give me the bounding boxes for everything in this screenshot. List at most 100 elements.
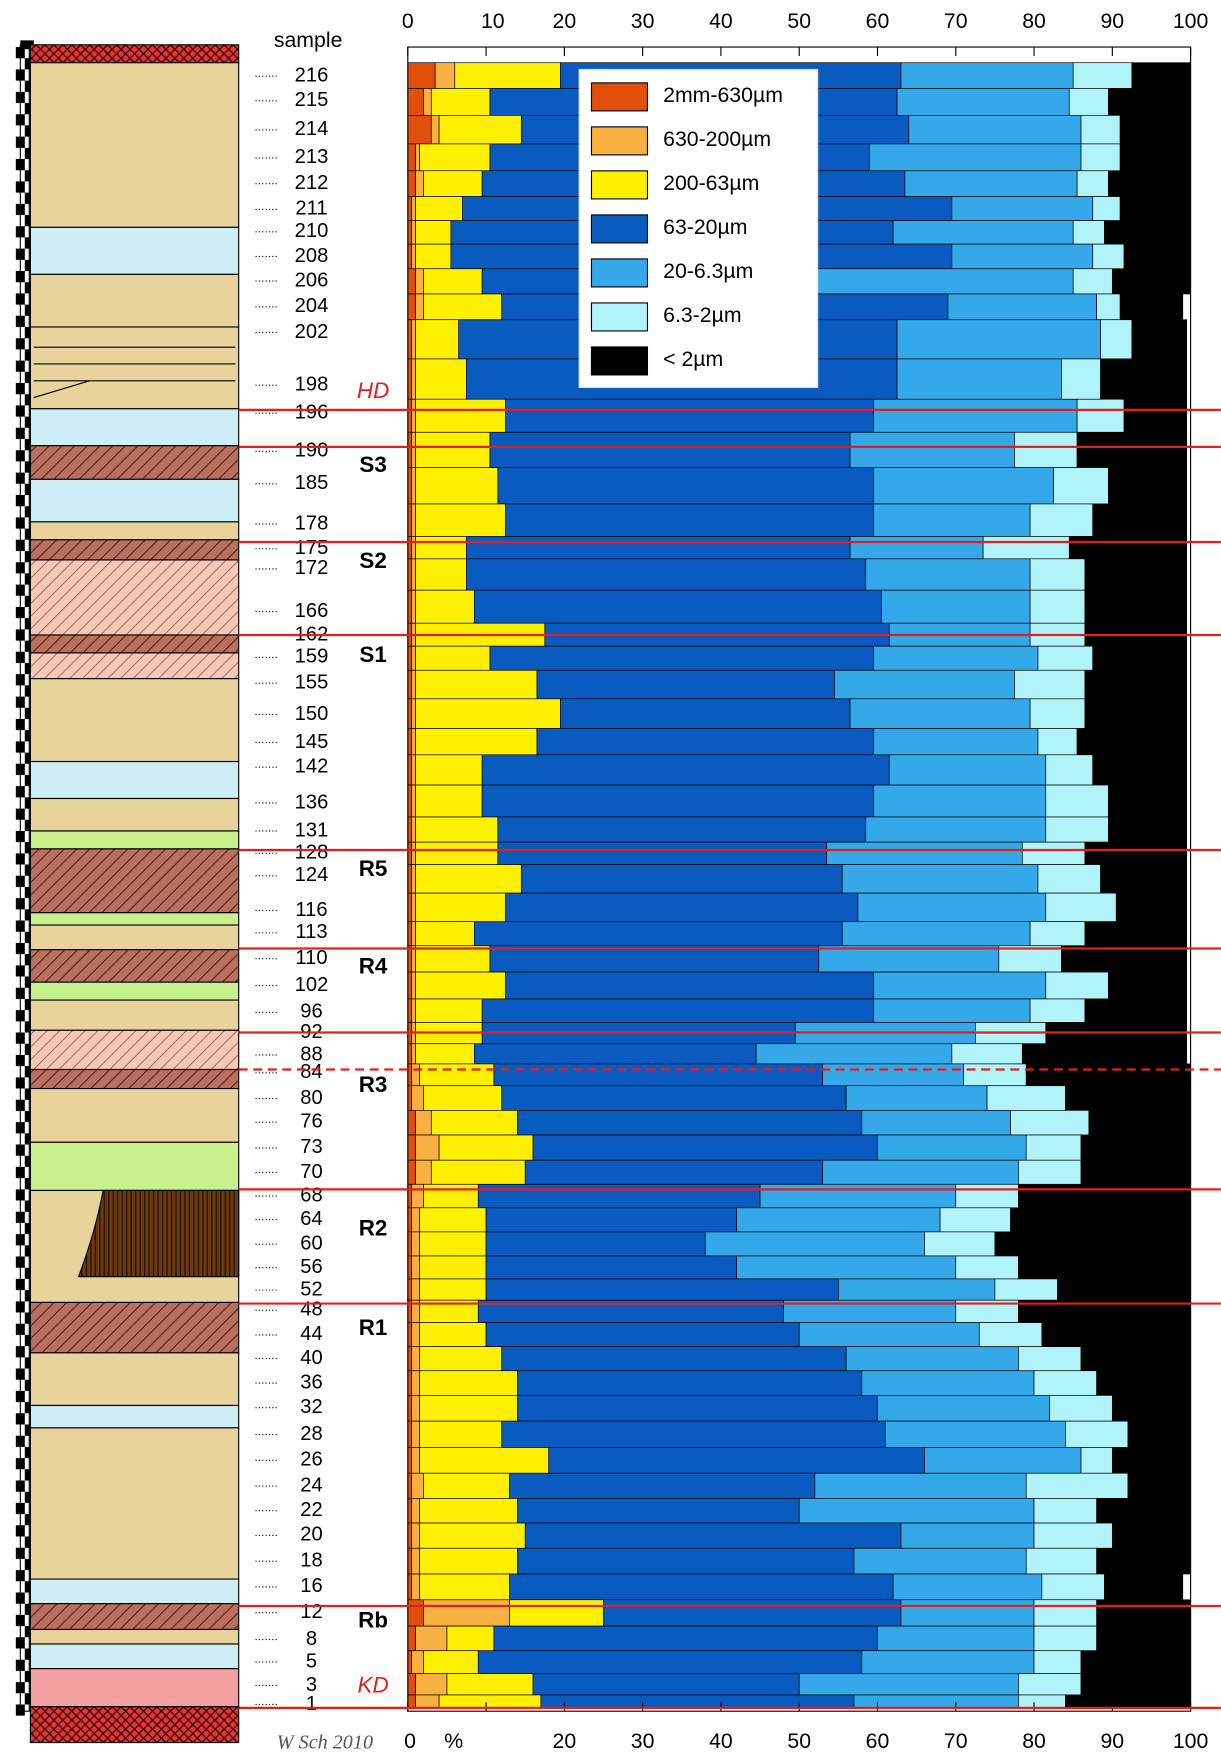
bar-segment [411,698,416,729]
legend-label: 20-6.3µm [663,259,753,283]
sample-label: 116 [295,899,327,921]
bar-segment [982,536,1070,560]
bar-segment [411,1346,420,1372]
bar-segment [419,1063,495,1087]
bar-segment [407,536,413,560]
bar-segment [1127,1472,1191,1499]
bar-segment [411,1183,424,1209]
bar-segment [407,945,413,973]
bar-segment [430,1110,518,1136]
sample-label: 12 [300,1601,322,1623]
sample-label: 36 [300,1371,322,1393]
bar-segment [1131,319,1188,360]
bar-segment [548,1447,925,1474]
bar-segment [1072,268,1113,295]
bar-segment [407,143,416,172]
bar-segment [411,645,416,671]
bar-segment [419,1420,503,1448]
bar-segment [1029,998,1086,1023]
bar-segment [411,589,416,624]
bar-segment [415,1043,475,1065]
sample-label: 76 [300,1110,322,1132]
bar-segment [798,1322,980,1348]
sample-label: 196 [295,402,329,424]
bar-segment [822,1063,964,1087]
sample-label: 24 [300,1474,322,1496]
sample-label: 142 [295,755,329,777]
bar-segment [430,115,440,145]
bar-segment [1061,945,1188,973]
bar-segment [798,1673,1019,1696]
legend-swatch [590,126,649,156]
bar-segment [411,196,416,221]
bar-segment [423,1183,479,1209]
bar-segment [560,698,851,729]
bar-segment [1096,1370,1191,1396]
bar-segment [411,319,416,360]
x-tick-label-top: 20 [553,9,577,33]
bar-segment [415,816,499,843]
bar-segment [873,398,1078,433]
bar-segment [407,196,413,221]
bar-segment [407,892,413,923]
bar-segment [1033,1650,1082,1675]
legend-label: < 2µm [663,347,723,371]
x-tick-label-bottom: 70 [944,1729,968,1753]
x-tick-label-top: 90 [1100,9,1124,33]
bar-segment [411,398,416,433]
bar-segment [841,864,1039,894]
bar-segment [1065,1085,1191,1111]
sample-label: 96 [300,1001,322,1023]
bar-segment [419,1395,518,1422]
bar-segment [415,196,463,221]
bar-segment [1111,268,1191,295]
bar-segment [1080,1134,1191,1161]
bar-segment [892,1573,1043,1601]
bar-segment [1127,1420,1191,1448]
bar-segment [1041,1573,1105,1601]
bar-segment [877,1134,1027,1161]
x-unit: % [444,1729,463,1753]
unit-label: Rb [358,1608,388,1633]
bar-segment [423,170,483,197]
bar-segment [501,1420,886,1448]
bar-segment [951,196,1094,221]
bar-segment [411,864,416,894]
bar-segment [419,1447,550,1474]
bar-segment [411,841,416,865]
bar-segment [411,243,416,270]
sample-label: 131 [295,819,329,841]
bar-segment [446,1673,534,1696]
sample-label: 124 [295,864,329,886]
sample-label: 60 [300,1233,322,1255]
bar-segment [1029,558,1086,591]
sample-label: 175 [295,537,329,559]
bar-segment [536,669,835,700]
bar-segment [1076,170,1109,197]
sample-label: 136 [295,791,329,813]
bar-segment [415,864,522,894]
bar-segment [415,645,491,671]
bar-segment [423,268,483,295]
bar-segment [1123,398,1188,433]
bar-segment [924,1231,996,1257]
bar-segment [411,558,416,591]
bar-segment [900,62,1074,89]
bar-segment [411,1472,424,1499]
sample-label: 208 [295,245,329,267]
bar-segment [1108,971,1188,1000]
bar-segment [1096,1547,1191,1575]
bar-segment [505,971,874,1000]
bar-segment [407,1085,413,1111]
bar-segment [814,268,1074,295]
bar-segment [861,1370,1035,1396]
bar-segment [517,1498,800,1524]
bar-segment [415,669,538,700]
bar-segment [877,1625,1035,1652]
bar-segment [415,220,452,245]
bar-segment [1119,293,1184,321]
bar-segment [411,220,416,245]
bar-segment [407,1183,413,1209]
bar-segment [407,841,413,865]
sample-label: 190 [295,440,329,462]
